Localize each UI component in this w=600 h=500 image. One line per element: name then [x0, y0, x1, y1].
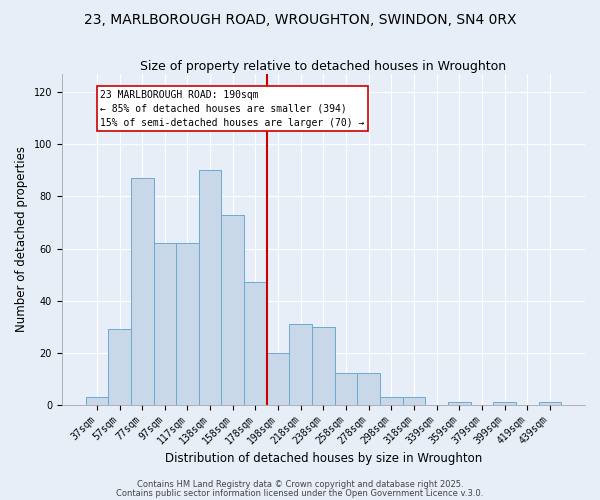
Bar — [539, 402, 561, 404]
Text: Contains HM Land Registry data © Crown copyright and database right 2025.: Contains HM Land Registry data © Crown c… — [137, 480, 463, 489]
Bar — [176, 244, 199, 404]
Bar — [358, 374, 380, 404]
Bar — [154, 244, 176, 404]
Bar — [199, 170, 221, 404]
Text: 23 MARLBOROUGH ROAD: 190sqm
← 85% of detached houses are smaller (394)
15% of se: 23 MARLBOROUGH ROAD: 190sqm ← 85% of det… — [100, 90, 365, 128]
Bar — [312, 326, 335, 404]
Bar — [380, 397, 403, 404]
Bar — [335, 374, 358, 404]
Bar — [448, 402, 470, 404]
X-axis label: Distribution of detached houses by size in Wroughton: Distribution of detached houses by size … — [165, 452, 482, 465]
Bar — [267, 352, 289, 405]
Title: Size of property relative to detached houses in Wroughton: Size of property relative to detached ho… — [140, 60, 506, 73]
Bar — [221, 214, 244, 404]
Text: Contains public sector information licensed under the Open Government Licence v.: Contains public sector information licen… — [116, 488, 484, 498]
Y-axis label: Number of detached properties: Number of detached properties — [15, 146, 28, 332]
Bar — [493, 402, 516, 404]
Bar — [244, 282, 267, 405]
Bar — [108, 329, 131, 404]
Bar — [403, 397, 425, 404]
Text: 23, MARLBOROUGH ROAD, WROUGHTON, SWINDON, SN4 0RX: 23, MARLBOROUGH ROAD, WROUGHTON, SWINDON… — [84, 12, 516, 26]
Bar — [131, 178, 154, 404]
Bar — [86, 397, 108, 404]
Bar — [289, 324, 312, 404]
